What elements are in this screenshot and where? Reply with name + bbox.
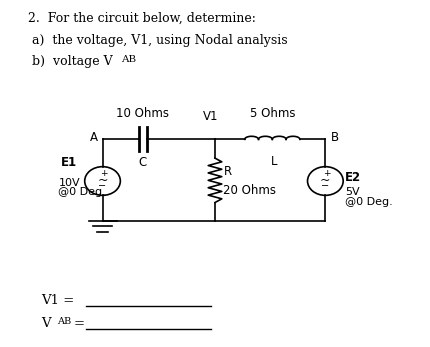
Text: 2.  For the circuit below, determine:: 2. For the circuit below, determine: [28,11,256,24]
Text: R: R [224,165,232,178]
Text: V: V [41,317,51,330]
Text: −: − [321,181,329,191]
Text: 5V: 5V [345,187,359,197]
Text: @0 Deg.: @0 Deg. [58,187,106,197]
Text: B: B [330,131,338,144]
Text: AB: AB [57,317,71,326]
Text: −: − [98,181,107,191]
Text: C: C [139,156,147,169]
Text: ~: ~ [320,174,331,187]
Text: 20 Ohms: 20 Ohms [224,184,276,197]
Text: 10 Ohms: 10 Ohms [117,107,169,120]
Text: L: L [271,155,278,168]
Text: a)  the voltage, V1, using Nodal analysis: a) the voltage, V1, using Nodal analysis [28,34,288,46]
Text: 5 Ohms: 5 Ohms [249,107,295,120]
Text: A: A [89,131,98,144]
Text: @0 Deg.: @0 Deg. [345,197,393,207]
Text: ~: ~ [97,174,108,187]
Text: AB: AB [121,55,136,64]
Text: +: + [323,169,331,178]
Text: =: = [74,317,85,330]
Text: V1 =: V1 = [41,294,79,307]
Text: E1: E1 [61,156,77,169]
Text: V1: V1 [203,110,218,123]
Text: 10V: 10V [58,178,80,188]
Text: b)  voltage V: b) voltage V [28,55,113,68]
Text: +: + [101,169,108,178]
Text: E2: E2 [345,171,361,184]
